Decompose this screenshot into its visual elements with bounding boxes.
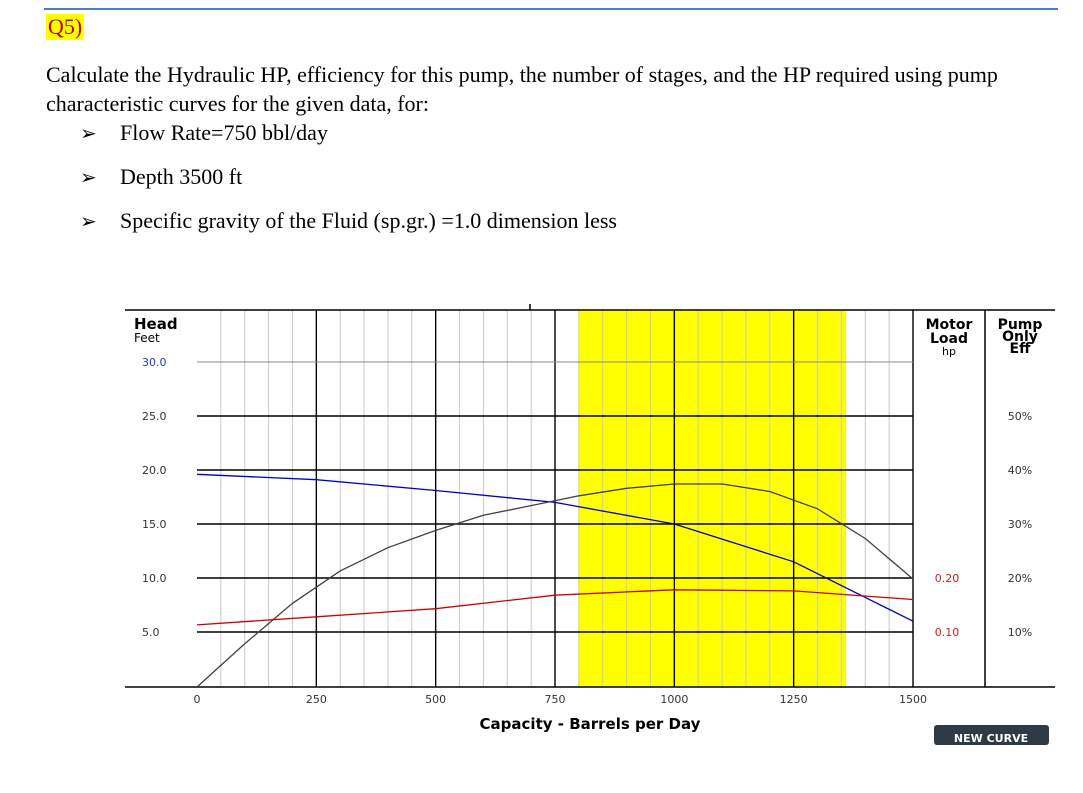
motor-tick-label: 0.20 xyxy=(935,572,960,585)
efficiency-tick-label: 50% xyxy=(1008,410,1032,423)
list-item: ➢ Depth 3500 ft xyxy=(80,162,617,206)
arrow-bullet-icon: ➢ xyxy=(80,209,97,233)
arrow-bullet-icon: ➢ xyxy=(80,165,97,189)
x-tick-label: 750 xyxy=(545,693,566,706)
motor-axis-title: Load xyxy=(930,331,968,347)
x-tick-label: 1000 xyxy=(660,693,688,706)
head-tick-label: 5.0 xyxy=(142,626,160,639)
button-label: NEW CURVE xyxy=(954,732,1028,745)
bullet-text: Specific gravity of the Fluid (sp.gr.) =… xyxy=(120,208,617,233)
motor-load-curve xyxy=(196,589,914,626)
efficiency-axis-title: Only xyxy=(1002,329,1038,345)
x-axis-title: Capacity - Barrels per Day xyxy=(480,715,701,733)
head-tick-label: 15.0 xyxy=(142,518,167,531)
recommended-range-band xyxy=(578,310,847,687)
efficiency-curve xyxy=(196,483,914,688)
efficiency-tick-label: 20% xyxy=(1008,572,1032,585)
arrow-bullet-icon: ➢ xyxy=(80,121,97,145)
efficiency-tick-label: 10% xyxy=(1008,626,1032,639)
head-tick-label: 20.0 xyxy=(142,464,167,477)
efficiency-tick-label: 30% xyxy=(1008,518,1032,531)
top-rule xyxy=(44,8,1058,10)
list-item: ➢ Specific gravity of the Fluid (sp.gr.) … xyxy=(80,206,617,250)
efficiency-axis-title: Eff xyxy=(1010,341,1032,357)
head-axis-title: Head xyxy=(134,315,178,333)
efficiency-tick-label: 40% xyxy=(1008,464,1032,477)
motor-tick-label: 0.10 xyxy=(935,626,960,639)
x-tick-label: 250 xyxy=(306,693,327,706)
question-text: Calculate the Hydraulic HP, efficiency f… xyxy=(46,62,998,116)
motor-axis-title: Motor xyxy=(926,317,973,333)
motor-axis-unit: hp xyxy=(942,345,956,358)
given-data-list: ➢ Flow Rate=750 bbl/day ➢ Depth 3500 ft ➢ S… xyxy=(80,118,617,250)
list-item: ➢ Flow Rate=750 bbl/day xyxy=(80,118,617,162)
question-number: Q5) xyxy=(46,14,85,40)
head-axis-unit: Feet xyxy=(134,331,160,345)
efficiency-axis-title: Pump xyxy=(998,317,1043,333)
x-tick-label: 0 xyxy=(194,693,201,706)
new-curve-button[interactable]: NEW CURVE xyxy=(934,725,1049,745)
head-tick-label: 30.0 xyxy=(142,356,167,369)
head-tick-label: 25.0 xyxy=(142,410,167,423)
button-background xyxy=(934,725,1049,745)
x-tick-label: 1250 xyxy=(780,693,808,706)
bullet-text: Depth 3500 ft xyxy=(120,164,243,189)
bullet-text: Flow Rate=750 bbl/day xyxy=(120,120,328,145)
x-tick-label: 500 xyxy=(425,693,446,706)
x-tick-label: 1500 xyxy=(899,693,927,706)
head-curve xyxy=(196,473,914,622)
head-tick-label: 10.0 xyxy=(142,572,167,585)
